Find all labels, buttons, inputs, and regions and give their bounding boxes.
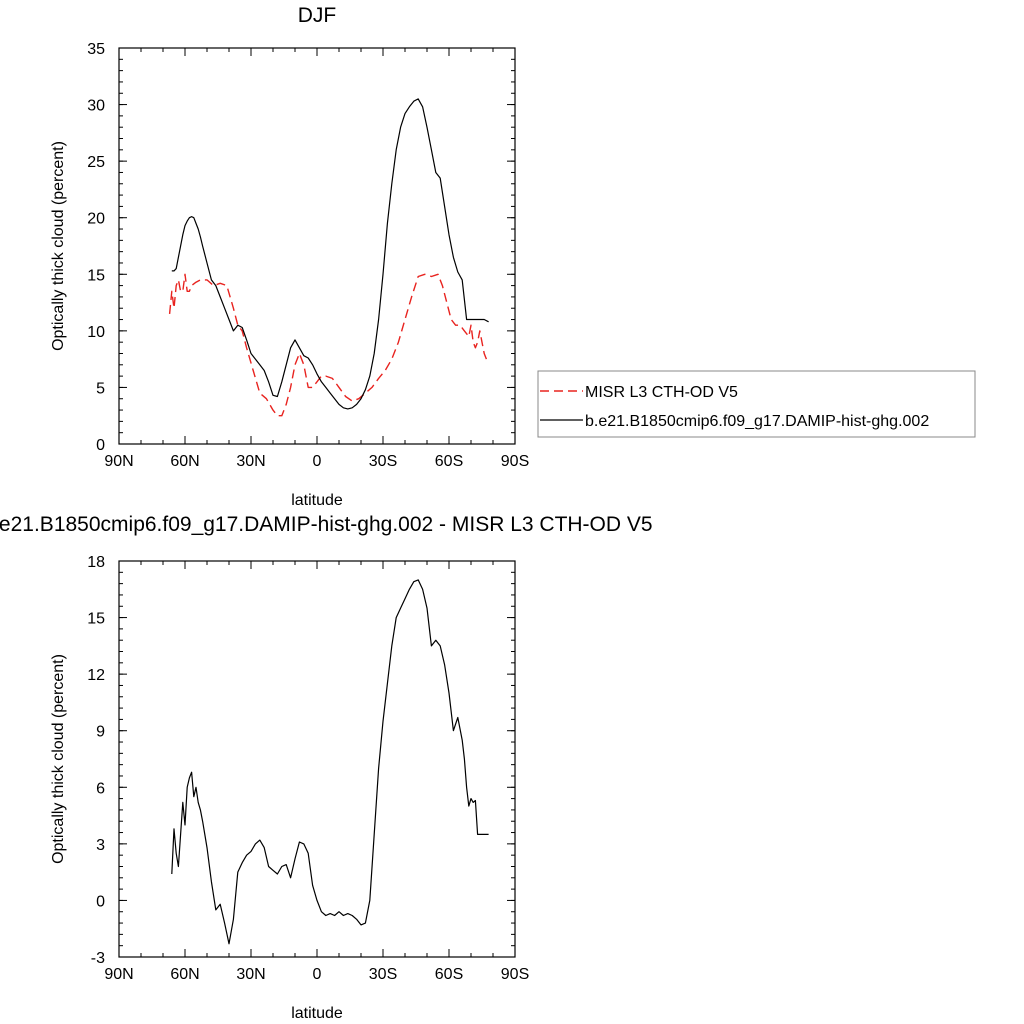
legend: MISR L3 CTH-OD V5 b.e21.B1850cmip6.f09_g…	[537, 370, 976, 438]
x-tick-label: 0	[313, 966, 322, 983]
x-tick-label: 60S	[435, 453, 463, 470]
top-chart: DJF Optically thick cloud (percent) lati…	[50, 4, 529, 509]
y-tick-label: -3	[91, 950, 105, 967]
y-tick-label: 5	[96, 380, 105, 397]
legend-box	[537, 370, 976, 438]
bottom-chart-series	[171, 579, 489, 945]
top-chart-title: DJF	[298, 4, 337, 27]
top-chart-y-axis-label: Optically thick cloud (percent)	[50, 141, 67, 351]
y-tick-label: 9	[96, 724, 105, 741]
legend-entry-model: b.e21.B1850cmip6.f09_g17.DAMIP-hist-ghg.…	[585, 413, 929, 430]
bottom-chart-y-axis-label: Optically thick cloud (percent)	[50, 654, 67, 864]
y-tick-label: 25	[87, 154, 105, 171]
y-tick-label: 30	[87, 98, 105, 115]
x-tick-label: 60N	[170, 453, 199, 470]
y-tick-label: 3	[96, 837, 105, 854]
x-tick-label: 30N	[236, 453, 265, 470]
series-line-difference	[171, 579, 489, 945]
x-tick-label: 90N	[104, 966, 133, 983]
bottom-chart-title: b.e21.B1850cmip6.f09_g17.DAMIP-hist-ghg.…	[0, 513, 653, 536]
bottom-chart-plot-frame	[118, 560, 516, 958]
series-line-model	[171, 98, 489, 410]
series-line-misr	[168, 273, 488, 417]
x-tick-label: 30S	[369, 966, 397, 983]
y-tick-label: 20	[87, 211, 105, 228]
y-tick-label: 15	[87, 267, 105, 284]
bottom-chart-x-axis-label: latitude	[291, 1005, 343, 1022]
y-tick-label: 12	[87, 667, 105, 684]
y-tick-label: 0	[96, 437, 105, 454]
x-tick-label: 90N	[104, 453, 133, 470]
y-tick-label: 10	[87, 324, 105, 341]
y-tick-label: 6	[96, 780, 105, 797]
x-tick-label: 60N	[170, 966, 199, 983]
top-chart-ticks: 90N 60N 30N 0 30S 60S 90S 0 5 10 15 20 25 30 35	[87, 41, 529, 470]
y-tick-label: 15	[87, 611, 105, 628]
x-tick-label: 90S	[501, 453, 529, 470]
y-tick-label: 35	[87, 41, 105, 58]
top-chart-series	[168, 98, 489, 417]
x-tick-label: 0	[313, 453, 322, 470]
bottom-chart: b.e21.B1850cmip6.f09_g17.DAMIP-hist-ghg.…	[0, 513, 653, 1022]
top-chart-x-axis-label: latitude	[291, 492, 343, 509]
bottom-chart-ticks: 90N 60N 30N 0 30S 60S 90S -3 0 3 6 9 12 15 18	[87, 554, 529, 983]
x-tick-label: 30S	[369, 453, 397, 470]
x-tick-label: 60S	[435, 966, 463, 983]
top-chart-plot-frame	[118, 47, 516, 445]
x-tick-label: 90S	[501, 966, 529, 983]
x-tick-label: 30N	[236, 966, 265, 983]
legend-entry-misr: MISR L3 CTH-OD V5	[585, 384, 738, 401]
y-tick-label: 0	[96, 893, 105, 910]
y-tick-label: 18	[87, 554, 105, 571]
